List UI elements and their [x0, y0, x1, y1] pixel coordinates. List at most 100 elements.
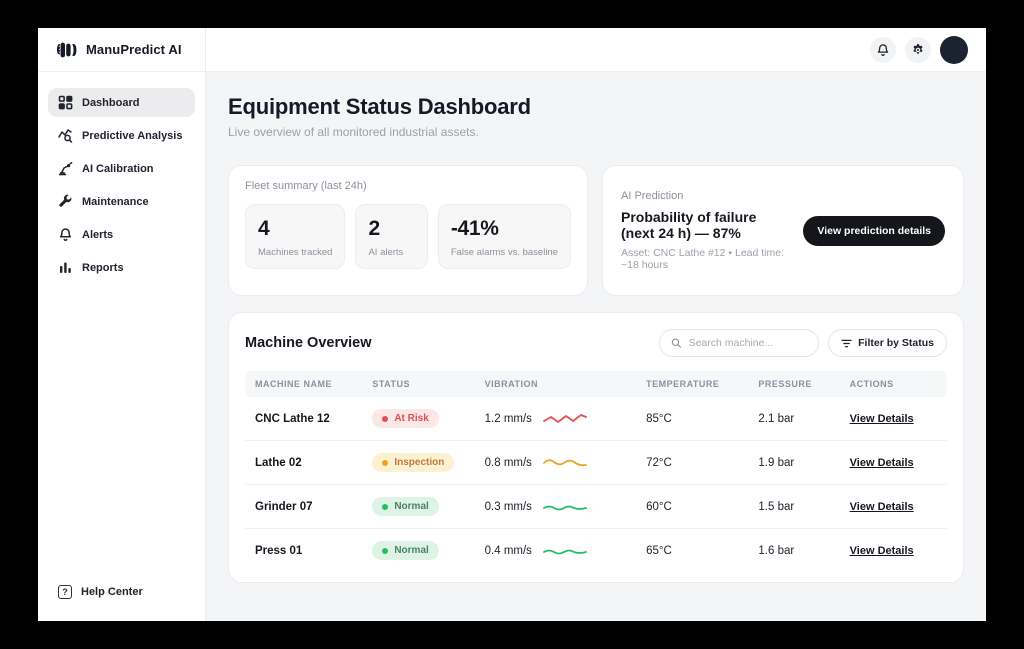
sidebar-item-label: Predictive Analysis	[82, 129, 183, 142]
table-row: CNC Lathe 12 At Risk 1.2 mm/s 85°C 2.1 b…	[245, 397, 947, 441]
machine-search-input[interactable]	[688, 337, 808, 349]
table-row: Press 01 Normal 0.4 mm/s 65°C 1.6 bar Vi…	[245, 529, 947, 573]
stat-ai-alerts: 2 AI alerts	[355, 204, 428, 269]
vibration-cell: 0.8 mm/s	[485, 456, 630, 470]
stat-label: Machines tracked	[258, 247, 333, 258]
pressure-cell: 1.6 bar	[758, 544, 795, 557]
sidebar-item-reports[interactable]: Reports	[48, 253, 195, 282]
table-row: Lathe 02 Inspection 0.8 mm/s 72°C 1.9 ba…	[245, 440, 947, 485]
view-prediction-details-button[interactable]: View prediction details	[803, 215, 945, 246]
vibration-sparkline	[543, 458, 587, 466]
stat-label: False alarms vs. baseline	[450, 247, 558, 258]
app-name: ManuPredict AI	[86, 42, 182, 57]
pressure-cell: 1.9 bar	[750, 440, 842, 485]
question-mark-icon: ?	[58, 585, 72, 599]
status-badge: Inspection	[372, 453, 455, 472]
table-row: Grinder 07 Normal 0.3 mm/s 60°C 1.5 bar …	[245, 484, 947, 529]
filter-by-status-button[interactable]: Filter by Status	[828, 329, 947, 357]
pressure-cell: 2.1 bar	[750, 397, 842, 441]
sidebar-item-predictive-analysis[interactable]: Predictive Analysis	[48, 121, 195, 150]
sidebar-item-label: Reports	[82, 261, 124, 274]
view-details-link[interactable]: View Details	[849, 544, 914, 557]
page-title: Equipment Status Dashboard	[228, 94, 531, 119]
sidebar-item-maintenance[interactable]: Maintenance	[48, 187, 195, 216]
status-dot-icon	[382, 459, 389, 466]
fleet-summary-label: Fleet summary (last 24h)	[245, 180, 367, 192]
ai-prediction-label: AI Prediction	[621, 190, 684, 202]
stat-value: 2	[368, 217, 380, 240]
sidebar-item-label: Dashboard	[82, 96, 140, 109]
sidebar-nav: Dashboard Predictive Analysis AI Calibra…	[38, 72, 205, 282]
machine-name-cell: CNC Lathe 12	[245, 397, 365, 441]
filter-label: Filter by Status	[858, 337, 934, 349]
gear-icon	[913, 43, 923, 54]
temperature-cell: 65°C	[646, 544, 672, 557]
page-subtitle: Live overview of all monitored industria…	[228, 125, 479, 139]
sidebar-item-help-center[interactable]: ? Help Center	[38, 571, 205, 621]
sidebar-item-label: Alerts	[82, 228, 114, 241]
column-header-machine-name: MACHINE NAME	[245, 371, 365, 397]
status-badge: Normal	[372, 497, 439, 516]
status-dot-icon	[382, 547, 389, 554]
bar-chart-icon	[58, 260, 73, 275]
machine-table: MACHINE NAME STATUS VIBRATION TEMPERATUR…	[245, 371, 947, 572]
notifications-button[interactable]	[870, 36, 896, 63]
search-icon	[671, 338, 682, 348]
fleet-stats: 4 Machines tracked 2 AI alerts -41% Fals…	[245, 204, 571, 269]
status-badge: Normal	[372, 541, 439, 560]
help-center-label: Help Center	[81, 586, 143, 598]
main-area: Equipment Status Dashboard Live overview…	[206, 28, 986, 621]
stat-value: -41%	[450, 217, 499, 240]
bell-icon	[877, 43, 889, 56]
dashboard-grid-icon	[58, 95, 73, 110]
machine-name-cell: Lathe 02	[245, 440, 365, 485]
machine-name-cell: Grinder 07	[245, 484, 365, 529]
vibration-cell: 0.3 mm/s	[485, 500, 630, 514]
temperature-cell: 60°C	[638, 484, 751, 529]
sidebar-item-dashboard[interactable]: Dashboard	[48, 88, 195, 117]
view-details-link[interactable]: View Details	[849, 456, 914, 469]
temperature-cell: 72°C	[638, 440, 751, 485]
ai-prediction-card: AI Prediction Probability of failure (ne…	[602, 165, 964, 296]
ai-prediction-title: Probability of failure (next 24 h) — 87%	[621, 209, 757, 241]
vibration-sparkline	[543, 413, 587, 423]
stat-value: 4	[258, 217, 270, 240]
trend-magnifier-icon	[58, 128, 73, 143]
status-dot-icon	[382, 503, 389, 510]
machine-table-head: MACHINE NAME STATUS VIBRATION TEMPERATUR…	[245, 371, 947, 397]
machine-search-box[interactable]	[659, 329, 820, 357]
topbar	[206, 28, 986, 72]
bell-icon	[58, 227, 73, 242]
stat-label: AI alerts	[368, 247, 404, 258]
filter-icon	[841, 339, 852, 347]
column-header-temperature: TEMPERATURE	[638, 371, 751, 397]
summary-cards-row: Fleet summary (last 24h) 4 Machines trac…	[228, 165, 964, 296]
ai-prediction-subtitle: Asset: CNC Lathe #12 • Lead time: ~18 ho…	[621, 247, 785, 271]
wrench-icon	[58, 194, 73, 209]
sidebar-item-ai-calibration[interactable]: AI Calibration	[48, 154, 195, 183]
vibration-cell: 1.2 mm/s	[485, 412, 630, 426]
robot-arm-icon	[58, 161, 73, 176]
vibration-sparkline	[543, 505, 587, 510]
machine-overview-card: Machine Overview Filter by Status	[228, 312, 964, 583]
status-badge: At Risk	[372, 409, 439, 428]
stat-false-alarms: -41% False alarms vs. baseline	[437, 204, 571, 269]
vibration-cell: 0.4 mm/s	[485, 544, 630, 558]
vibration-sparkline	[543, 549, 587, 554]
sidebar-item-alerts[interactable]: Alerts	[48, 220, 195, 249]
brand-logo-icon	[57, 42, 77, 57]
view-details-link[interactable]: View Details	[849, 412, 914, 425]
ai-prediction-text: AI Prediction Probability of failure (ne…	[621, 190, 791, 271]
column-header-vibration: VIBRATION	[476, 371, 639, 397]
settings-button[interactable]	[905, 36, 931, 63]
machine-overview-header: Machine Overview Filter by Status	[245, 329, 947, 357]
app-window: ManuPredict AI Dashboard Predictive Anal…	[38, 28, 986, 621]
column-header-status: STATUS	[364, 371, 477, 397]
view-details-link[interactable]: View Details	[849, 500, 914, 513]
sidebar-item-label: AI Calibration	[82, 162, 154, 175]
app-logo: ManuPredict AI	[38, 28, 205, 72]
machine-overview-title: Machine Overview	[245, 335, 372, 351]
pressure-cell: 1.5 bar	[750, 484, 842, 529]
user-avatar[interactable]	[940, 35, 968, 64]
